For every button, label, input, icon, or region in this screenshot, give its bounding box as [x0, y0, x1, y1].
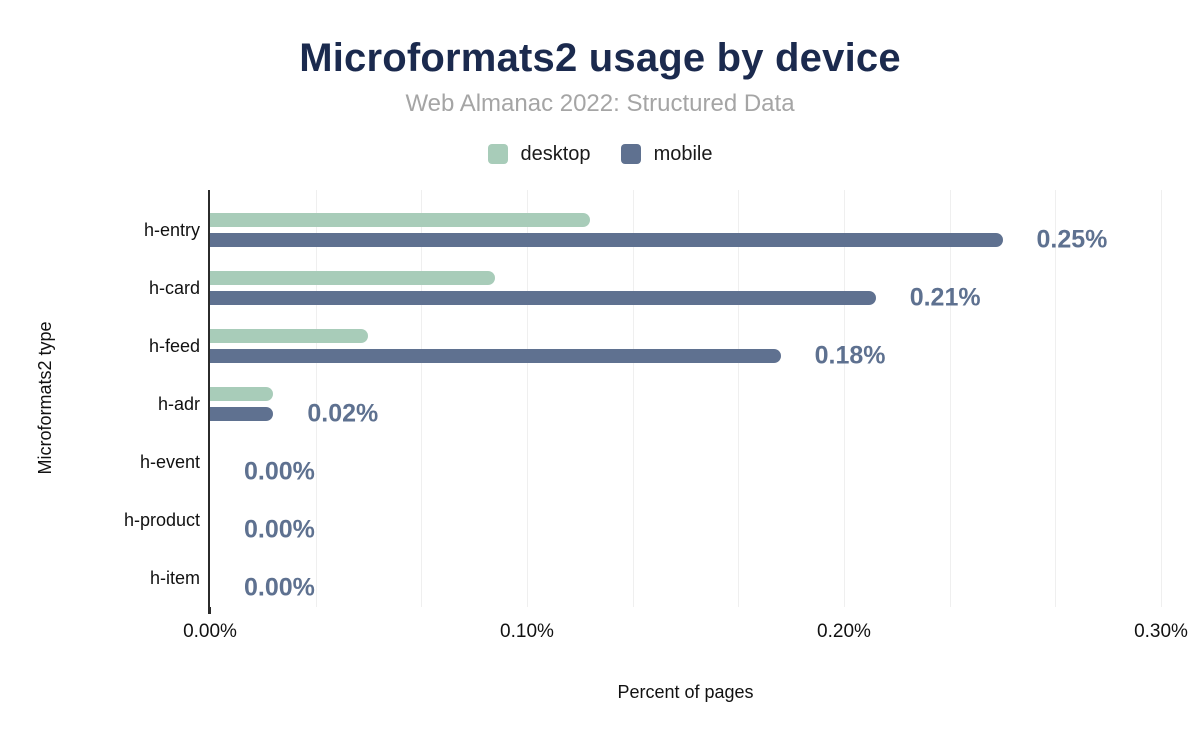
bar-group	[210, 259, 1161, 317]
bar-desktop-h-feed	[210, 329, 369, 343]
category-label: h-event	[139, 452, 200, 472]
gridline	[421, 190, 423, 607]
category-label: h-feed	[148, 336, 200, 356]
category-label: h-card	[148, 278, 200, 298]
x-tick-label-0.00%: 0.00%	[183, 621, 237, 642]
gridline	[632, 190, 634, 607]
x-axis-title: Percent of pages	[617, 682, 754, 702]
gridline	[1161, 190, 1162, 607]
bar-group	[210, 375, 1161, 433]
legend: desktop mobile	[0, 144, 1200, 164]
legend-swatch-desktop	[487, 144, 508, 164]
bar-rows: h-entry 0.25% h-card 0.21% h-feed 0.18% h-adr 0…	[124, 201, 1161, 607]
gridline	[526, 190, 528, 607]
bar-group	[210, 433, 1161, 491]
bar-group	[210, 317, 1161, 375]
x-axis-zero-tick	[209, 607, 211, 614]
category-row-h-product: h-product 0.00%	[124, 491, 1161, 549]
legend-swatch-mobile	[620, 144, 641, 164]
legend-label-desktop: desktop	[520, 143, 591, 165]
x-tick-label-0.20%: 0.20%	[817, 621, 871, 642]
gridline	[315, 190, 317, 607]
plot-area: h-entry 0.25% h-card 0.21% h-feed 0.18% h-adr 0…	[124, 190, 1188, 701]
bar-mobile-h-feed	[210, 349, 781, 363]
legend-label-mobile: mobile	[653, 143, 713, 165]
y-axis-line	[208, 190, 210, 614]
bar-group	[210, 201, 1161, 259]
legend-item-mobile: mobile	[620, 143, 713, 165]
legend-item-desktop: desktop	[487, 143, 591, 165]
category-row-h-adr: h-adr 0.02%	[158, 375, 1161, 433]
bar-mobile-h-adr	[210, 407, 274, 421]
chart-title: Microformats2 usage by device	[299, 36, 901, 80]
gridline	[949, 190, 951, 607]
category-row-h-event: h-event 0.00%	[140, 433, 1161, 491]
bar-group	[210, 491, 1161, 549]
x-tick-label-0.30%: 0.30%	[1134, 621, 1188, 642]
bar-desktop-h-card	[210, 271, 496, 285]
category-label: h-adr	[157, 394, 200, 414]
x-tick-label-0.10%: 0.10%	[500, 621, 554, 642]
gridline	[843, 190, 845, 607]
value-label-h-product: 0.00%	[244, 515, 315, 544]
value-label-h-event: 0.00%	[244, 457, 315, 486]
gridline	[1055, 190, 1057, 607]
category-row-h-feed: h-feed 0.18%	[149, 317, 1161, 375]
value-label-h-adr: 0.02%	[307, 399, 379, 428]
x-axis-tick-labels: 0.00% 0.10% 0.20% 0.30%	[183, 621, 1188, 644]
value-label-h-item: 0.00%	[244, 573, 315, 602]
y-axis-title: Microformats2 type	[35, 321, 55, 475]
bar-desktop-h-adr	[210, 387, 274, 401]
bar-group	[210, 549, 1161, 607]
category-label: h-product	[123, 510, 200, 530]
value-label-h-card: 0.21%	[909, 283, 981, 312]
bar-mobile-h-card	[210, 291, 876, 305]
category-label: h-entry	[143, 220, 200, 240]
bar-desktop-h-entry	[210, 213, 591, 227]
category-row-h-card: h-card 0.21%	[149, 259, 1161, 317]
bar-mobile-h-entry	[210, 233, 1003, 247]
chart-subtitle: Web Almanac 2022: Structured Data	[405, 90, 795, 117]
category-row-h-item: h-item 0.00%	[150, 549, 1161, 607]
gridline	[738, 190, 740, 607]
value-label-h-entry: 0.25%	[1036, 225, 1108, 254]
value-label-h-feed: 0.18%	[814, 341, 886, 370]
category-row-h-entry: h-entry 0.25%	[144, 201, 1161, 259]
category-label: h-item	[149, 568, 200, 588]
